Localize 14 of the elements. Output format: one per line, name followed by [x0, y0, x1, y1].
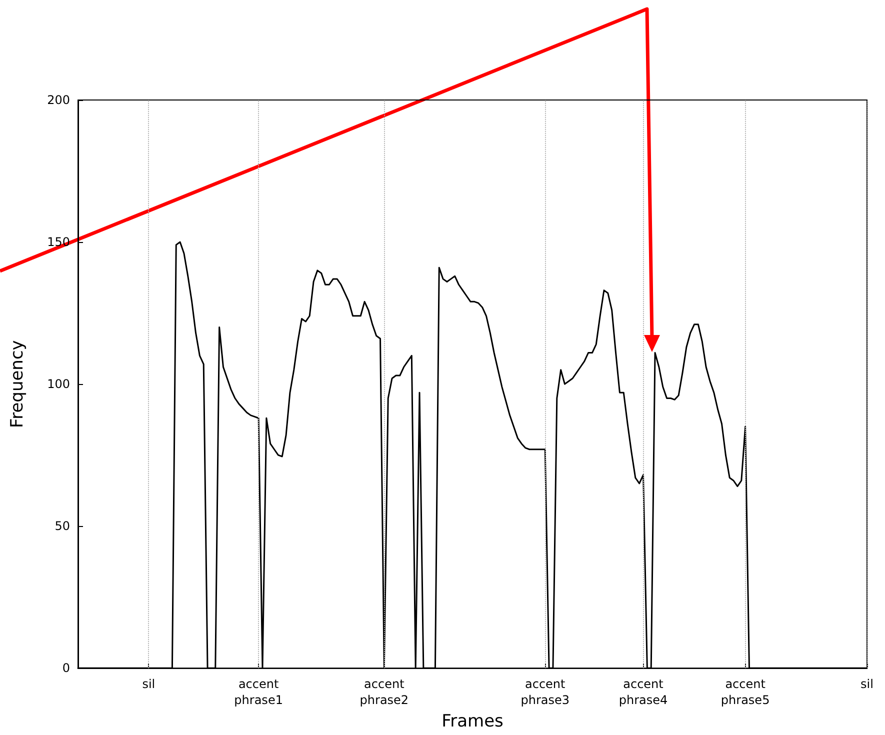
y-axis-title: Frequency: [8, 340, 28, 428]
y-tick-label: 100: [47, 377, 70, 392]
x-tick-label: sil: [860, 677, 874, 692]
x-tick-label: accent phrase2: [360, 677, 409, 708]
x-tick-label: sil: [142, 677, 156, 692]
y-tick-label: 200: [47, 93, 70, 107]
x-tick-label: accent phrase1: [234, 677, 283, 708]
y-tick-label: 50: [54, 519, 70, 534]
y-tick-label: 150: [47, 235, 70, 250]
y-tick-label: 0: [62, 661, 70, 676]
x-tick-label: accent phrase4: [618, 677, 668, 708]
x-tick-label: accent phrase3: [520, 677, 570, 708]
x-tick-label: accent phrase5: [720, 677, 770, 708]
x-axis-title: Frames: [442, 712, 504, 732]
